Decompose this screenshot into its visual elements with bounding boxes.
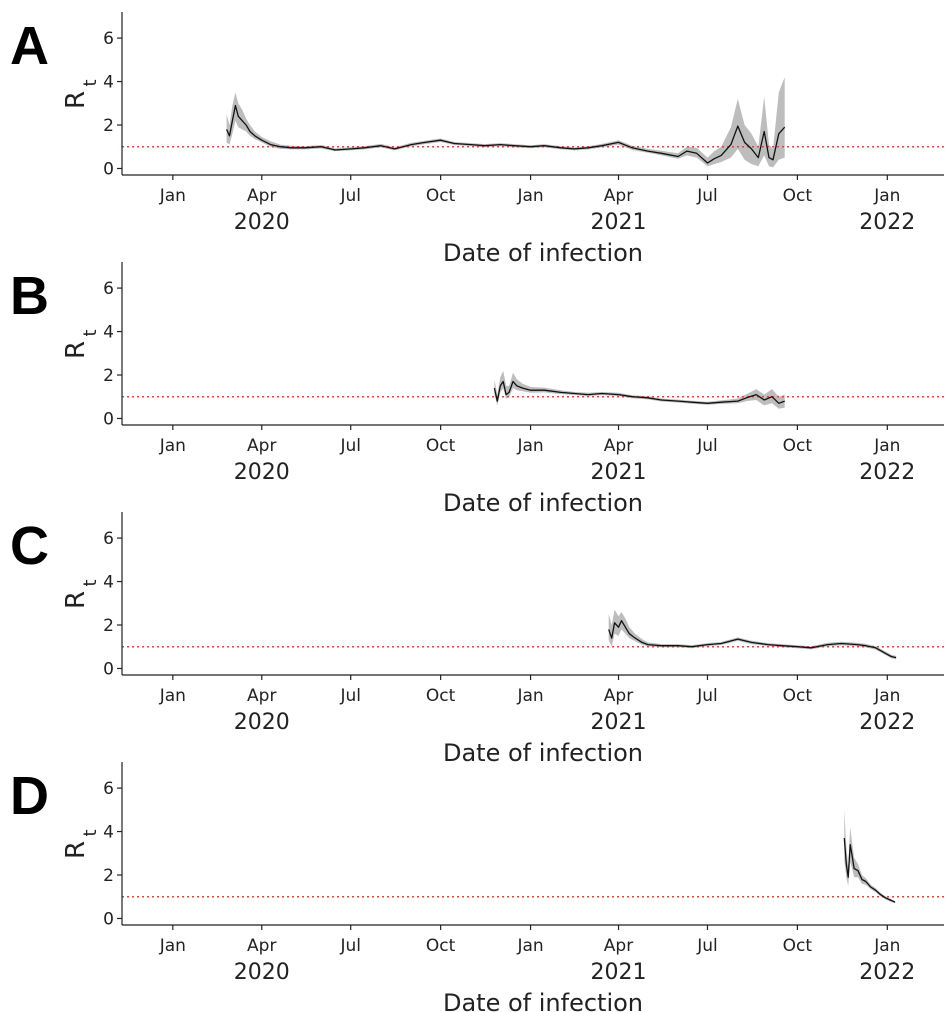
y-tick-label: 6 xyxy=(103,29,114,49)
confidence-band xyxy=(494,370,785,409)
x-tick-label: Jul xyxy=(339,436,361,456)
x-tick-label: Jan xyxy=(873,186,900,206)
y-tick-label: 4 xyxy=(103,323,114,343)
panel-letter: D xyxy=(10,766,49,826)
y-axis-title-subscript: t xyxy=(80,79,101,86)
panel-letter: C xyxy=(10,516,49,576)
y-axis-title-subscript: t xyxy=(80,829,101,836)
confidence-band xyxy=(608,609,897,660)
y-tick-label: 6 xyxy=(103,779,114,799)
panel-d: D 0 2 4 6 Jan Apr Jul Oct Jan Apr Jul Oct Jan 2020 2021… xyxy=(10,762,944,1012)
panel-c: C 0 2 4 6 Jan Apr Jul Oct Jan Apr Jul Oct Jan 2020 2021… xyxy=(10,512,944,767)
x-tick-label: Jan xyxy=(873,686,900,706)
y-tick-label: 2 xyxy=(103,616,114,636)
rt-series-line xyxy=(843,838,896,903)
x-tick-label: Apr xyxy=(604,186,633,206)
x-tick-label: Jan xyxy=(159,686,186,706)
y-axis-title-main: R xyxy=(61,341,91,359)
x-tick-label: Jan xyxy=(159,186,186,206)
x-tick-label: Oct xyxy=(783,936,813,956)
panel-letter: B xyxy=(10,266,49,326)
confidence-band xyxy=(226,77,785,168)
x-axis-title: Date of infection xyxy=(443,239,643,267)
x-tick-label: Oct xyxy=(783,686,813,706)
y-axis-title-main: R xyxy=(61,841,91,859)
x-tick-label: Oct xyxy=(426,686,456,706)
year-label: 2022 xyxy=(859,460,915,485)
year-label: 2022 xyxy=(859,210,915,235)
year-label: 2020 xyxy=(234,960,290,985)
y-tick-label: 2 xyxy=(103,366,114,386)
x-tick-label: Jan xyxy=(516,436,543,456)
x-tick-label: Jan xyxy=(516,186,543,206)
y-tick-label: 6 xyxy=(103,279,114,299)
x-tick-label: Oct xyxy=(783,186,813,206)
y-axis-title-subscript: t xyxy=(80,579,101,586)
year-label: 2022 xyxy=(859,960,915,985)
y-axis-title-subscript: t xyxy=(80,329,101,336)
panel-b: B 0 2 4 6 Jan Apr Jul Oct Jan Apr Jul Oct Jan 2020 2021… xyxy=(10,262,944,517)
y-tick-label: 4 xyxy=(103,823,114,843)
x-tick-label: Jan xyxy=(873,436,900,456)
x-tick-label: Apr xyxy=(247,936,276,956)
x-tick-label: Jul xyxy=(696,186,718,206)
x-tick-label: Jan xyxy=(159,936,186,956)
x-axis-title: Date of infection xyxy=(443,489,643,517)
rt-series-line xyxy=(226,104,786,164)
x-tick-label: Jan xyxy=(873,936,900,956)
year-label: 2020 xyxy=(234,710,290,735)
y-axis-title-main: R xyxy=(61,91,91,109)
y-tick-label: 4 xyxy=(103,573,114,593)
x-tick-label: Apr xyxy=(604,436,633,456)
y-axis-title: Rt xyxy=(61,329,101,359)
x-tick-label: Apr xyxy=(247,686,276,706)
x-tick-label: Jul xyxy=(339,936,361,956)
y-tick-label: 0 xyxy=(103,659,114,679)
x-tick-label: Jul xyxy=(696,436,718,456)
panel-a: A 0 2 4 6 Jan Apr Jul Oct Jan Apr Jul Oct Jan 2020 2021… xyxy=(10,12,944,267)
x-tick-label: Apr xyxy=(247,186,276,206)
x-tick-label: Oct xyxy=(783,436,813,456)
year-label: 2021 xyxy=(591,960,647,985)
x-tick-label: Jul xyxy=(339,686,361,706)
x-axis-title: Date of infection xyxy=(443,989,643,1012)
year-label: 2020 xyxy=(234,210,290,235)
x-tick-label: Jul xyxy=(696,686,718,706)
x-tick-label: Jan xyxy=(159,436,186,456)
y-axis-title: Rt xyxy=(61,579,101,609)
y-tick-label: 2 xyxy=(103,116,114,136)
y-tick-label: 0 xyxy=(103,409,114,429)
confidence-band xyxy=(844,809,896,904)
x-tick-label: Oct xyxy=(426,186,456,206)
x-tick-label: Jan xyxy=(516,686,543,706)
y-tick-label: 0 xyxy=(103,909,114,929)
year-label: 2022 xyxy=(859,710,915,735)
x-tick-label: Oct xyxy=(426,936,456,956)
y-tick-label: 0 xyxy=(103,159,114,179)
x-tick-label: Apr xyxy=(604,936,633,956)
panel-letter: A xyxy=(10,16,49,76)
x-tick-label: Jul xyxy=(339,186,361,206)
y-tick-label: 6 xyxy=(103,529,114,549)
year-label: 2020 xyxy=(234,460,290,485)
x-axis-title: Date of infection xyxy=(443,739,643,767)
x-tick-label: Jul xyxy=(696,936,718,956)
y-tick-label: 4 xyxy=(103,73,114,93)
y-axis-title-main: R xyxy=(61,591,91,609)
x-tick-label: Oct xyxy=(426,436,456,456)
x-tick-label: Jan xyxy=(516,936,543,956)
y-axis-title: Rt xyxy=(61,79,101,109)
year-label: 2021 xyxy=(591,210,647,235)
rt-series-line xyxy=(608,620,897,659)
year-label: 2021 xyxy=(591,460,647,485)
rt-series-line xyxy=(493,380,785,404)
y-axis-title: Rt xyxy=(61,829,101,859)
x-tick-label: Apr xyxy=(604,686,633,706)
x-tick-label: Apr xyxy=(247,436,276,456)
y-tick-label: 2 xyxy=(103,866,114,886)
year-label: 2021 xyxy=(591,710,647,735)
